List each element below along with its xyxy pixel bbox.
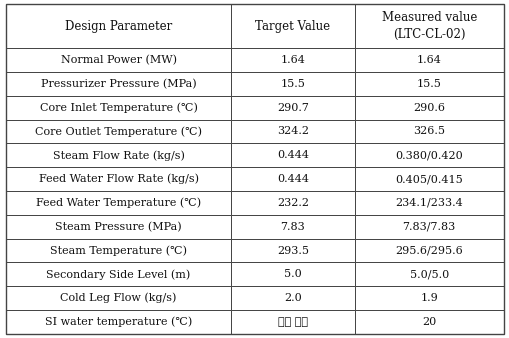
- Text: 293.5: 293.5: [276, 246, 308, 256]
- Text: 2.0: 2.0: [284, 293, 301, 303]
- Text: Feed Water Temperature (℃): Feed Water Temperature (℃): [36, 198, 201, 208]
- Bar: [6, 48, 231, 72]
- Bar: [6, 72, 231, 96]
- Text: 5.0/5.0: 5.0/5.0: [409, 269, 448, 280]
- Text: 1.9: 1.9: [419, 293, 437, 303]
- Text: Cold Leg Flow (kg/s): Cold Leg Flow (kg/s): [60, 293, 177, 304]
- Bar: [231, 96, 354, 120]
- Text: Secondary Side Level (m): Secondary Side Level (m): [46, 269, 190, 280]
- Bar: [354, 72, 503, 96]
- Bar: [231, 72, 354, 96]
- Bar: [354, 215, 503, 239]
- Bar: [231, 263, 354, 286]
- Bar: [6, 239, 231, 263]
- Text: 232.2: 232.2: [276, 198, 308, 208]
- Text: Target Value: Target Value: [255, 20, 330, 32]
- Text: 290.7: 290.7: [276, 103, 308, 113]
- Bar: [231, 239, 354, 263]
- Text: Steam Temperature (℃): Steam Temperature (℃): [50, 245, 187, 256]
- Bar: [231, 286, 354, 310]
- Bar: [354, 4, 503, 48]
- Text: 1.64: 1.64: [280, 55, 305, 65]
- Text: 234.1/233.4: 234.1/233.4: [394, 198, 462, 208]
- Text: 1.64: 1.64: [416, 55, 441, 65]
- Text: SI water temperature (℃): SI water temperature (℃): [45, 317, 192, 327]
- Bar: [6, 4, 231, 48]
- Text: 15.5: 15.5: [416, 79, 441, 89]
- Bar: [6, 286, 231, 310]
- Bar: [6, 263, 231, 286]
- Text: 5.0: 5.0: [284, 269, 301, 280]
- Bar: [354, 239, 503, 263]
- Text: 0.444: 0.444: [276, 150, 308, 160]
- Text: 15.5: 15.5: [280, 79, 305, 89]
- Bar: [354, 96, 503, 120]
- Bar: [6, 143, 231, 167]
- Bar: [231, 143, 354, 167]
- Bar: [231, 167, 354, 191]
- Text: Steam Pressure (MPa): Steam Pressure (MPa): [55, 222, 182, 232]
- Text: Normal Power (MW): Normal Power (MW): [61, 55, 176, 65]
- Bar: [6, 310, 231, 334]
- Bar: [6, 215, 231, 239]
- Text: 7.83: 7.83: [280, 222, 304, 232]
- Bar: [354, 167, 503, 191]
- Bar: [6, 167, 231, 191]
- Text: 대기 온도: 대기 온도: [277, 317, 307, 327]
- Text: 20: 20: [421, 317, 436, 327]
- Text: 0.405/0.415: 0.405/0.415: [394, 174, 462, 184]
- Bar: [231, 120, 354, 143]
- Text: 295.6/295.6: 295.6/295.6: [394, 246, 462, 256]
- Text: Core Outlet Temperature (℃): Core Outlet Temperature (℃): [35, 126, 202, 137]
- Bar: [6, 120, 231, 143]
- Bar: [231, 48, 354, 72]
- Bar: [231, 191, 354, 215]
- Text: 324.2: 324.2: [276, 126, 308, 137]
- Bar: [231, 4, 354, 48]
- Text: 7.83/7.83: 7.83/7.83: [402, 222, 455, 232]
- Bar: [354, 263, 503, 286]
- Bar: [354, 120, 503, 143]
- Text: Measured value
(LTC-CL-02): Measured value (LTC-CL-02): [381, 11, 476, 41]
- Bar: [6, 191, 231, 215]
- Text: 0.444: 0.444: [276, 174, 308, 184]
- Text: Feed Water Flow Rate (kg/s): Feed Water Flow Rate (kg/s): [39, 174, 198, 185]
- Bar: [354, 286, 503, 310]
- Text: 326.5: 326.5: [412, 126, 444, 137]
- Text: Pressurizer Pressure (MPa): Pressurizer Pressure (MPa): [41, 79, 196, 89]
- Bar: [6, 96, 231, 120]
- Text: Steam Flow Rate (kg/s): Steam Flow Rate (kg/s): [52, 150, 184, 161]
- Bar: [231, 215, 354, 239]
- Bar: [354, 191, 503, 215]
- Text: 290.6: 290.6: [412, 103, 444, 113]
- Text: Design Parameter: Design Parameter: [65, 20, 172, 32]
- Bar: [354, 310, 503, 334]
- Text: Core Inlet Temperature (℃): Core Inlet Temperature (℃): [40, 102, 197, 113]
- Bar: [354, 143, 503, 167]
- Text: 0.380/0.420: 0.380/0.420: [394, 150, 462, 160]
- Bar: [231, 310, 354, 334]
- Bar: [354, 48, 503, 72]
